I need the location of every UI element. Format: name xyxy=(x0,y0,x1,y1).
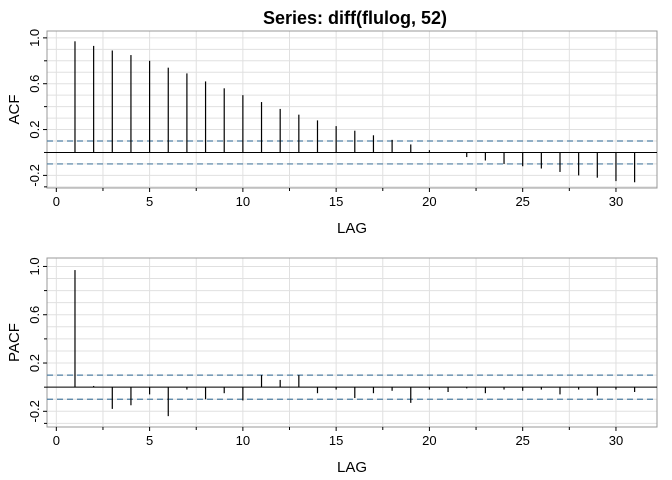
x-tick-label: 20 xyxy=(422,194,436,209)
y-tick-label: 0.2 xyxy=(27,354,42,372)
x-tick-label: 15 xyxy=(329,194,343,209)
x-tick-label: 30 xyxy=(609,194,623,209)
y-tick-label: 0.2 xyxy=(27,121,42,139)
plot-frame xyxy=(46,30,658,189)
x-tick-label: 5 xyxy=(146,194,153,209)
x-tick-label: 25 xyxy=(515,194,529,209)
y-axis-title: PACF xyxy=(6,323,23,362)
plot-frame xyxy=(46,257,658,428)
chart-title: Series: diff(flulog, 52) xyxy=(263,8,447,28)
x-tick-label: 15 xyxy=(329,433,343,448)
y-tick-label: 0.6 xyxy=(27,306,42,324)
x-tick-label: 10 xyxy=(236,433,250,448)
x-tick-label: 10 xyxy=(236,194,250,209)
x-tick-label: 5 xyxy=(146,433,153,448)
pacf-panel: 0 5 10 15 20 25 30 -0.2 0.2 0.6 1.0 LAG PACF xyxy=(6,257,658,476)
y-tick-label: -0.2 xyxy=(27,164,42,186)
x-tick-label: 30 xyxy=(609,433,623,448)
x-tick-label: 20 xyxy=(422,433,436,448)
x-axis-title: LAG xyxy=(337,220,367,237)
acf-panel: 0 5 10 15 20 25 30 -0.2 0.2 0.6 1.0 LAG ACF xyxy=(6,29,658,237)
y-axis-title: ACF xyxy=(6,95,23,125)
x-tick-label: 0 xyxy=(53,433,60,448)
x-tick-label: 25 xyxy=(515,433,529,448)
x-tick-label: 0 xyxy=(53,194,60,209)
x-axis-title: LAG xyxy=(337,459,367,476)
y-tick-label: -0.2 xyxy=(27,400,42,422)
y-tick-label: 1.0 xyxy=(27,257,42,275)
y-tick-label: 1.0 xyxy=(27,29,42,47)
y-tick-label: 0.6 xyxy=(27,75,42,93)
